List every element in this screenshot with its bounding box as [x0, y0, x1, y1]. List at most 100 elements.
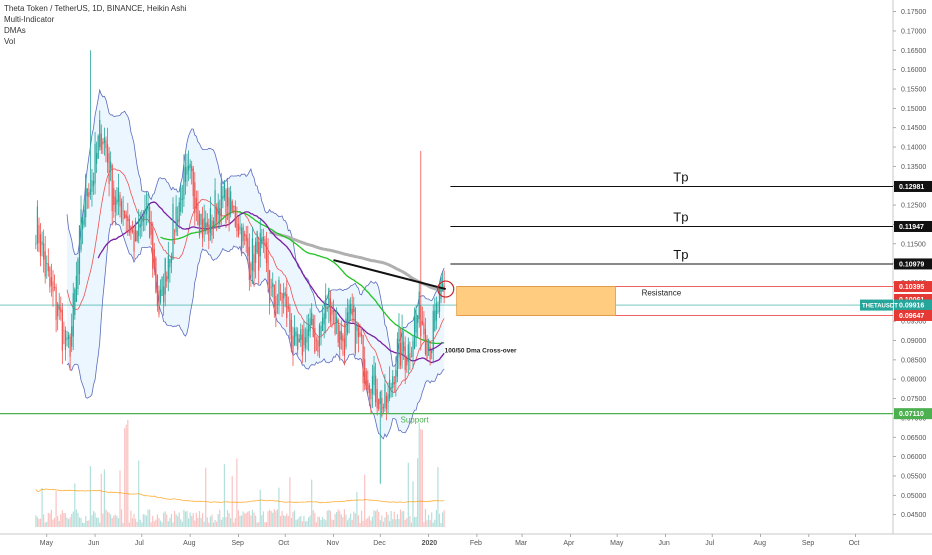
- volume-bar: [322, 516, 324, 527]
- volume-bar: [80, 517, 82, 527]
- candle-body: [74, 289, 76, 315]
- volume-bar: [225, 517, 227, 527]
- volume-bar: [39, 518, 42, 527]
- price-axis[interactable]: 0.17500 0.17000 0.16500 0.16000 0.15500 0.150…: [860, 9, 932, 519]
- volume-bar: [389, 521, 391, 527]
- indicator-label[interactable]: Multi-Indicator: [4, 15, 55, 24]
- price-tick-label: 0.09500: [901, 319, 926, 326]
- price-tick-label: 0.13500: [901, 164, 926, 171]
- candle-body: [133, 230, 135, 252]
- volume-bar: [50, 509, 53, 527]
- volume-bar: [332, 520, 335, 527]
- candle-body: [83, 209, 85, 225]
- candle-body: [306, 329, 308, 343]
- volume-bar: [147, 509, 149, 527]
- volume-bar: [254, 515, 257, 527]
- candle-body: [345, 318, 347, 348]
- volume-bar: [242, 511, 244, 527]
- volume-bar: [216, 521, 218, 527]
- volume-bar: [392, 519, 394, 527]
- volume-bar: [145, 515, 148, 527]
- ma-200-line: [269, 230, 445, 293]
- candle-body: [228, 197, 230, 226]
- price-label-text: 0.09916: [899, 303, 924, 310]
- volume-bar: [172, 522, 174, 527]
- candle-body: [269, 270, 271, 304]
- candle-body: [309, 318, 311, 332]
- volume-bar: [230, 518, 232, 527]
- volume-bar: [71, 514, 73, 527]
- candle-body: [230, 191, 232, 212]
- volume-bar: [398, 518, 400, 527]
- volume-bar: [184, 511, 187, 527]
- volume-bar: [331, 519, 333, 527]
- candle-body: [125, 214, 127, 219]
- trend-line: [333, 259, 446, 291]
- candle-body: [407, 344, 409, 362]
- candle-body: [245, 234, 247, 242]
- volume-bar: [130, 510, 132, 527]
- candle-body: [111, 165, 113, 212]
- candle-body: [340, 330, 342, 341]
- candle-body: [208, 224, 210, 241]
- volume-bar: [47, 512, 49, 527]
- volume-bar: [75, 509, 77, 527]
- volume-bar: [222, 517, 224, 527]
- volume-bar: [250, 515, 252, 527]
- candle-body: [63, 330, 65, 332]
- time-tick-label: 2020: [422, 540, 438, 547]
- volume-bar: [415, 516, 417, 527]
- volume-bar: [209, 516, 211, 527]
- symbol-badge: [860, 299, 893, 311]
- time-axis[interactable]: May Jun Jul Aug Sep Oct Nov Dec 2020 Feb Mar Apr May…: [40, 534, 860, 547]
- candle-body: [413, 316, 416, 349]
- volume-bar: [150, 522, 152, 527]
- candle-body: [351, 308, 353, 316]
- candle-body: [44, 251, 46, 277]
- volume-bar: [178, 512, 180, 527]
- candle-body: [75, 275, 77, 303]
- candle-body: [69, 336, 71, 357]
- volume-bar: [367, 517, 369, 527]
- time-tick-label: Feb: [470, 540, 482, 547]
- volume-bar: [306, 520, 308, 527]
- indicator-label[interactable]: Vol: [4, 37, 16, 46]
- volume-bar: [421, 429, 423, 527]
- volume-bars: [35, 420, 445, 527]
- candle-body: [43, 243, 45, 260]
- volume-bar: [237, 510, 240, 527]
- volume-bar: [217, 514, 219, 527]
- volume-bar: [403, 510, 405, 527]
- price-label-badge: [894, 309, 932, 321]
- volume-bar: [226, 510, 229, 527]
- candles: [35, 50, 445, 484]
- candle-body: [139, 224, 141, 228]
- candle-body: [198, 214, 201, 236]
- volume-bar: [328, 509, 330, 527]
- candle-body: [283, 293, 285, 299]
- volume-bar: [340, 514, 342, 527]
- volume-bar: [307, 517, 310, 527]
- volume-bar: [298, 517, 300, 527]
- volume-bar: [393, 511, 395, 527]
- candle-body: [403, 341, 405, 352]
- indicator-label[interactable]: DMAs: [4, 26, 26, 35]
- time-tick-label: May: [40, 540, 54, 547]
- candle-body: [300, 329, 302, 341]
- candle-body: [173, 231, 176, 233]
- candle-body: [191, 165, 193, 172]
- volume-bar: [53, 517, 56, 527]
- candle-body: [290, 319, 293, 352]
- volume-bar: [329, 510, 331, 527]
- candle-body: [141, 217, 143, 226]
- volume-bar: [133, 514, 135, 527]
- candle-body: [217, 202, 219, 215]
- candle-body: [287, 306, 289, 309]
- volume-bar: [312, 510, 314, 527]
- volume-bar: [100, 473, 102, 527]
- candle-body: [315, 340, 317, 341]
- volume-bar: [399, 509, 402, 527]
- volume-bar: [426, 520, 428, 527]
